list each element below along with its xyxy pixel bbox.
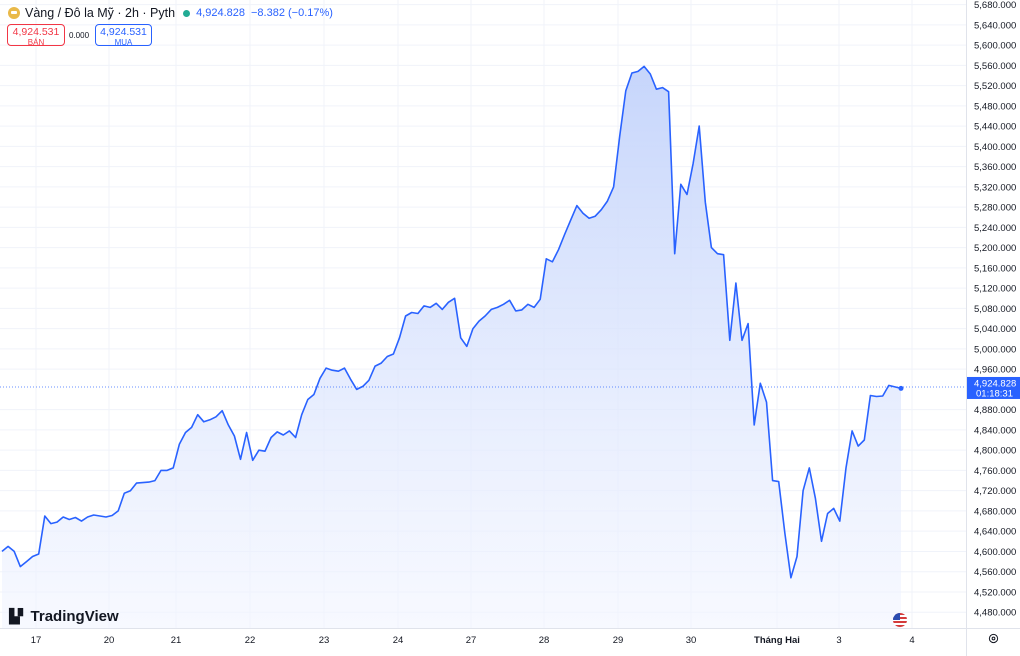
tradingview-logo[interactable]: ▙▘ TradingView	[9, 608, 119, 625]
last-point	[898, 385, 904, 391]
y-tick-label: 5,360.000	[974, 162, 1016, 173]
y-tick-label: 5,200.000	[974, 243, 1016, 254]
y-tick-label: 5,560.000	[974, 61, 1016, 72]
spread-value: 0.000	[69, 31, 90, 40]
y-tick-label: 5,520.000	[974, 81, 1016, 92]
gear-icon[interactable]	[988, 633, 999, 644]
buy-price: 4,924.531	[100, 26, 147, 38]
buy-label: MUA	[114, 38, 133, 47]
gold-coin-icon[interactable]	[8, 7, 20, 19]
market-open-dot	[183, 9, 191, 17]
y-tick-label: 5,080.000	[974, 304, 1016, 315]
sell-button[interactable]: 4,924.531 BÁN	[7, 24, 65, 47]
x-tick-label: 27	[466, 635, 477, 646]
price-change: −8.382 (−0.17%)	[251, 7, 333, 19]
x-tick-label: 28	[539, 635, 550, 646]
y-tick-label: 4,680.000	[974, 506, 1016, 517]
bar-countdown: 01:18:31	[976, 388, 1013, 399]
y-tick-label: 5,160.000	[974, 263, 1016, 274]
y-tick-label: 4,640.000	[974, 527, 1016, 538]
y-tick-label: 4,720.000	[974, 486, 1016, 497]
sell-price: 4,924.531	[12, 26, 60, 38]
y-tick-label: 5,440.000	[974, 122, 1016, 133]
y-tick-label: 4,520.000	[974, 587, 1016, 598]
y-tick-label: 5,400.000	[974, 142, 1016, 153]
x-tick-label: 30	[686, 635, 697, 646]
y-tick-label: 5,280.000	[974, 203, 1016, 214]
x-tick-label: 4	[909, 635, 914, 646]
y-tick-label: 5,040.000	[974, 324, 1016, 335]
y-tick-label: 4,960.000	[974, 365, 1016, 376]
y-tick-label: 5,680.000	[974, 0, 1016, 11]
y-tick-label: 5,320.000	[974, 182, 1016, 193]
us-flag-icon[interactable]	[893, 613, 907, 627]
symbol-legend: Vàng / Đô la Mỹ · 2h · Pyth 4,924.828 −8…	[8, 5, 333, 21]
x-tick-label: 17	[31, 635, 42, 646]
sell-label: BÁN	[27, 38, 45, 47]
x-tick-label: 22	[245, 635, 256, 646]
price-area	[2, 66, 901, 628]
time-axis[interactable]: 17 20 21 22 23 24 27 28 29 30 Tháng Hai 3 4	[0, 628, 1020, 647]
y-tick-label: 5,120.000	[974, 284, 1016, 295]
buy-button[interactable]: 4,924.531 MUA	[95, 24, 152, 47]
x-tick-label: Tháng Hai	[754, 635, 800, 646]
x-tick-label: 24	[393, 635, 404, 646]
y-tick-label: 4,800.000	[974, 446, 1016, 457]
x-tick-label: 29	[613, 635, 624, 646]
y-tick-label: 4,560.000	[974, 567, 1016, 578]
x-tick-label: 20	[104, 635, 115, 646]
x-tick-label: 21	[171, 635, 182, 646]
last-price-tag-price: 4,924.828	[974, 378, 1016, 389]
series-line	[1, 65, 902, 579]
y-tick-label: 4,480.000	[974, 608, 1016, 619]
y-tick-label: 4,840.000	[974, 425, 1016, 436]
x-tick-label: 23	[319, 635, 330, 646]
y-tick-label: 5,240.000	[974, 223, 1016, 234]
x-tick-label: 3	[836, 635, 841, 646]
price-axis[interactable]: 5,680.000 5,640.000 5,600.000 5,560.000 5,52…	[966, 0, 1020, 656]
y-tick-label: 4,880.000	[974, 405, 1016, 416]
y-tick-label: 4,600.000	[974, 547, 1016, 558]
tradingview-mark-icon: ▙▘	[9, 608, 28, 624]
y-tick-label: 5,480.000	[974, 101, 1016, 112]
symbol-title[interactable]: Vàng / Đô la Mỹ · 2h · Pyth	[25, 6, 176, 20]
price-line	[0, 65, 966, 579]
area-fill	[2, 66, 901, 628]
y-tick-label: 5,600.000	[974, 41, 1016, 52]
y-tick-label: 5,000.000	[974, 344, 1016, 355]
logo-text: TradingView	[30, 608, 119, 625]
y-tick-label: 4,760.000	[974, 466, 1016, 477]
y-tick-label: 5,640.000	[974, 20, 1016, 31]
last-price-tag	[967, 376, 1020, 399]
last-price: 4,924.828	[196, 7, 245, 19]
